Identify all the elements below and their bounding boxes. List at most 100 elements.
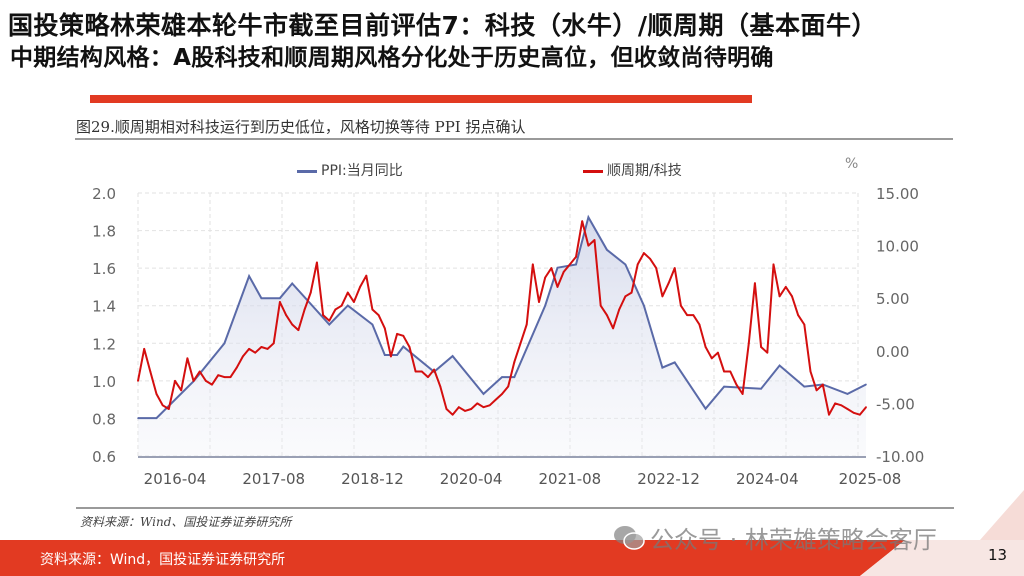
- ratio-point: [470, 408, 473, 410]
- ratio-point: [525, 323, 528, 326]
- footer-source: 资料来源：Wind，国投证券证券研究所: [40, 552, 286, 568]
- ratio-point: [174, 379, 176, 382]
- caption-divider: [75, 138, 953, 140]
- ratio-point: [433, 368, 436, 371]
- ppi-area: [138, 217, 866, 456]
- ratio-point: [828, 413, 830, 416]
- x-tick-label: 2016-04: [144, 470, 207, 488]
- ppi-point: [223, 342, 226, 345]
- ppi-point: [661, 366, 664, 369]
- ratio-point: [747, 342, 750, 345]
- y-left-tick-label: 1.0: [92, 373, 116, 391]
- ratio-point: [451, 413, 454, 416]
- ratio-point: [309, 291, 312, 294]
- y-left-tick-label: 2.0: [92, 185, 116, 203]
- legend-item-ratio: 顺周期/科技: [583, 160, 682, 180]
- ratio-point: [661, 295, 664, 298]
- x-tick-label: 2024-04: [736, 470, 799, 488]
- ratio-point: [167, 408, 170, 410]
- y-right-tick-label: 15.00: [876, 185, 919, 203]
- ratio-point: [710, 357, 713, 360]
- ratio-point: [562, 271, 565, 273]
- ratio-point: [636, 263, 639, 266]
- legend-swatch-ratio: [583, 169, 603, 173]
- ratio-point: [729, 370, 732, 373]
- ratio-point: [791, 295, 793, 298]
- y-right-tick-label: -5.00: [876, 395, 915, 413]
- ratio-point: [414, 370, 417, 373]
- ratio-point: [593, 239, 596, 241]
- ratio-point: [291, 323, 294, 326]
- ratio-point: [383, 327, 386, 330]
- ppi-point: [846, 393, 849, 395]
- ratio-point: [278, 301, 281, 303]
- y-left-tick-label: 0.6: [92, 448, 116, 466]
- ratio-point: [649, 257, 651, 260]
- x-tick-label: 2025-08: [839, 470, 902, 488]
- ratio-point: [192, 379, 195, 382]
- ratio-point: [568, 263, 571, 266]
- ratio-point: [439, 385, 442, 388]
- ratio-point: [772, 263, 775, 266]
- ratio-point: [186, 357, 189, 360]
- ratio-point: [396, 332, 399, 335]
- ratio-point: [599, 304, 602, 307]
- ratio-point: [550, 267, 553, 270]
- ratio-point: [760, 346, 763, 348]
- ratio-point: [377, 314, 380, 317]
- ratio-point: [390, 355, 392, 358]
- watermark: 公众号 · 林荣雄策略会客厅: [650, 526, 937, 554]
- ratio-point: [143, 348, 146, 350]
- ppi-point: [760, 387, 762, 390]
- source-divider: [76, 507, 954, 509]
- ratio-point: [642, 252, 645, 255]
- x-tick-label: 2020-04: [440, 470, 503, 488]
- ratio-point: [161, 404, 164, 407]
- ratio-point: [784, 286, 787, 288]
- y-left-tick-label: 1.6: [92, 260, 116, 278]
- ratio-point: [297, 329, 300, 332]
- ratio-point: [217, 374, 220, 377]
- ratio-point: [408, 346, 411, 348]
- ppi-point: [513, 376, 516, 378]
- ratio-point: [741, 393, 744, 395]
- y-right-tick-label: 10.00: [876, 238, 919, 256]
- ratio-point: [698, 323, 701, 326]
- ratio-point: [680, 304, 682, 307]
- figure-source: 资料来源：Wind、国投证券证券研究所: [80, 515, 292, 529]
- ppi-point: [673, 361, 676, 364]
- ratio-point: [457, 406, 460, 409]
- ratio-point: [618, 308, 621, 311]
- ppi-point: [865, 383, 867, 386]
- ppi-point: [544, 304, 546, 307]
- ppi-point: [723, 385, 725, 388]
- ratio-point: [155, 393, 158, 395]
- ratio-point: [686, 314, 688, 317]
- ratio-point: [211, 383, 213, 386]
- ratio-point: [544, 276, 547, 279]
- ratio-point: [840, 404, 843, 407]
- ratio-point: [137, 379, 139, 382]
- ratio-point: [248, 348, 250, 350]
- ratio-point: [427, 376, 429, 378]
- legend-label-ppi: PPI:当月同比: [321, 163, 403, 179]
- ratio-point: [612, 327, 614, 330]
- ratio-point: [260, 346, 263, 348]
- ratio-point: [803, 323, 806, 326]
- ratio-point: [556, 286, 559, 288]
- ratio-point: [340, 304, 343, 307]
- ratio-point: [353, 301, 355, 303]
- ratio-point: [673, 267, 676, 270]
- ratio-point: [630, 291, 633, 294]
- ppi-point: [451, 355, 454, 357]
- right-axis-unit: %: [845, 156, 859, 172]
- ratio-point: [778, 295, 781, 298]
- ratio-point: [624, 295, 627, 298]
- ratio-point: [365, 274, 368, 277]
- ratio-point: [846, 408, 849, 410]
- ratio-point: [501, 393, 503, 395]
- ratio-point: [266, 348, 269, 350]
- ratio-point: [476, 402, 479, 405]
- ppi-point: [803, 385, 806, 388]
- ppi-point: [778, 364, 781, 367]
